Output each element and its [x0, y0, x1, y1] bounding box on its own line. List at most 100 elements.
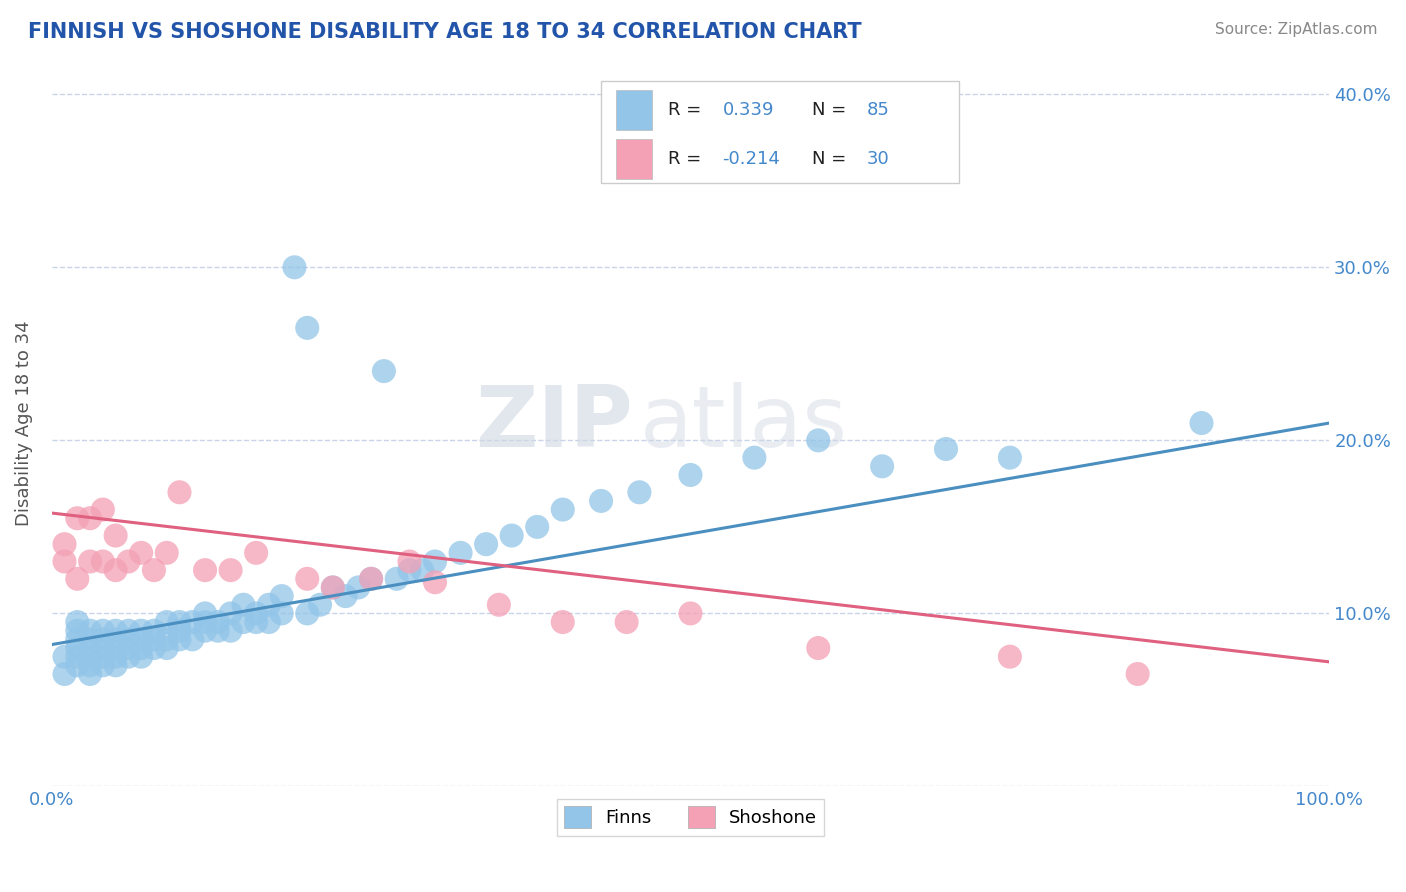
Point [117, 649, 139, 664]
Point [245, 546, 267, 560]
Point [551, 615, 574, 629]
Point [142, 632, 165, 647]
Text: N =: N = [811, 101, 852, 119]
Point [117, 554, 139, 568]
Point [91, 632, 114, 647]
Point [104, 640, 127, 655]
Point [129, 649, 152, 664]
Point [169, 632, 191, 647]
Text: 30: 30 [868, 150, 890, 168]
Point [79, 511, 101, 525]
Point [66, 615, 89, 629]
Point [347, 581, 370, 595]
Point [117, 632, 139, 647]
Point [129, 624, 152, 638]
Point [117, 640, 139, 655]
Point [423, 554, 446, 568]
Point [142, 640, 165, 655]
Point [104, 563, 127, 577]
Point [488, 598, 510, 612]
FancyBboxPatch shape [616, 139, 652, 178]
Text: Source: ZipAtlas.com: Source: ZipAtlas.com [1215, 22, 1378, 37]
Point [91, 502, 114, 516]
Text: N =: N = [811, 150, 852, 168]
Point [257, 598, 280, 612]
Point [66, 511, 89, 525]
Point [181, 615, 204, 629]
Point [270, 589, 292, 603]
Point [169, 615, 191, 629]
Point [129, 632, 152, 647]
Point [53, 537, 76, 551]
Point [156, 632, 179, 647]
FancyBboxPatch shape [602, 81, 959, 183]
Point [66, 632, 89, 647]
Legend: Finns, Shoshone: Finns, Shoshone [557, 799, 824, 836]
Point [360, 572, 382, 586]
Point [322, 581, 344, 595]
Point [104, 649, 127, 664]
Point [219, 563, 242, 577]
Point [156, 546, 179, 560]
FancyBboxPatch shape [616, 90, 652, 130]
Point [117, 624, 139, 638]
Point [181, 632, 204, 647]
Point [679, 607, 702, 621]
Point [870, 459, 893, 474]
Point [270, 607, 292, 621]
Point [91, 649, 114, 664]
Point [79, 649, 101, 664]
Point [360, 572, 382, 586]
Point [169, 485, 191, 500]
Point [66, 649, 89, 664]
Point [194, 607, 217, 621]
Text: 85: 85 [868, 101, 890, 119]
Point [335, 589, 357, 603]
Text: R =: R = [668, 150, 706, 168]
Point [398, 563, 420, 577]
Point [79, 624, 101, 638]
Point [91, 624, 114, 638]
Text: -0.214: -0.214 [723, 150, 780, 168]
Point [411, 563, 433, 577]
Point [1126, 667, 1149, 681]
Point [66, 658, 89, 673]
Point [245, 607, 267, 621]
Point [194, 615, 217, 629]
Point [998, 649, 1021, 664]
Point [66, 572, 89, 586]
Point [194, 624, 217, 638]
Point [283, 260, 305, 275]
Point [257, 615, 280, 629]
Text: FINNISH VS SHOSHONE DISABILITY AGE 18 TO 34 CORRELATION CHART: FINNISH VS SHOSHONE DISABILITY AGE 18 TO… [28, 22, 862, 42]
Text: atlas: atlas [640, 382, 848, 465]
Point [79, 658, 101, 673]
Point [66, 624, 89, 638]
Point [207, 615, 229, 629]
Point [297, 607, 319, 621]
Point [142, 624, 165, 638]
Point [998, 450, 1021, 465]
Point [104, 658, 127, 673]
Point [91, 554, 114, 568]
Point [79, 667, 101, 681]
Point [309, 598, 332, 612]
Point [591, 494, 613, 508]
Point [104, 632, 127, 647]
Point [53, 667, 76, 681]
Point [219, 624, 242, 638]
Point [129, 640, 152, 655]
Point [398, 554, 420, 568]
Point [807, 434, 830, 448]
Point [322, 581, 344, 595]
Point [169, 624, 191, 638]
Point [297, 572, 319, 586]
Point [423, 575, 446, 590]
Point [679, 467, 702, 482]
Point [475, 537, 498, 551]
Text: 0.339: 0.339 [723, 101, 773, 119]
Y-axis label: Disability Age 18 to 34: Disability Age 18 to 34 [15, 320, 32, 526]
Point [297, 321, 319, 335]
Point [744, 450, 766, 465]
Point [79, 632, 101, 647]
